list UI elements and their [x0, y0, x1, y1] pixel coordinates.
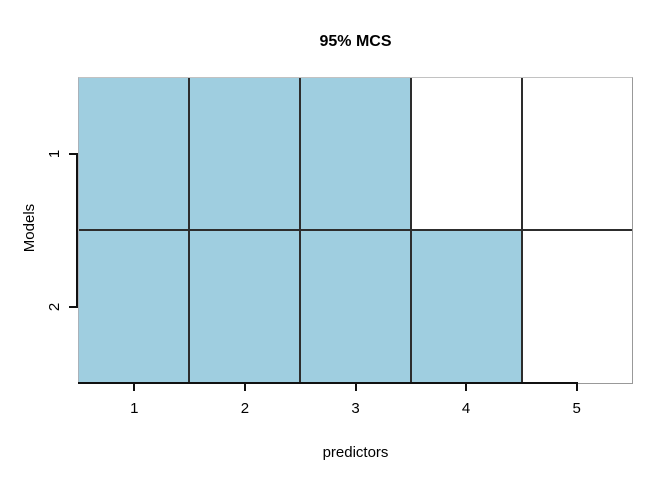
y-tick-mark-1 [69, 153, 77, 156]
mcs-cell-model2-predictor1 [79, 230, 190, 383]
x-tick-label-3: 3 [351, 400, 360, 417]
chart-title: 95% MCS [319, 33, 392, 50]
mcs-cell-model1-predictor2 [190, 78, 301, 229]
x-tick-mark-1 [133, 384, 136, 391]
y-tick-label-1: 1 [46, 150, 63, 159]
mcs-cell-model2-predictor4 [412, 230, 523, 383]
x-tick-mark-2 [243, 384, 246, 391]
x-tick-label-2: 2 [240, 400, 250, 417]
x-axis-label: predictors [322, 444, 389, 461]
model-row-2 [79, 230, 632, 383]
x-tick-label-5: 5 [572, 400, 581, 417]
x-tick-mark-4 [465, 384, 468, 391]
y-axis-label: Models [21, 203, 38, 253]
mcs-cell-model1-predictor1 [79, 78, 190, 229]
x-tick-mark-5 [575, 384, 578, 391]
x-tick-mark-3 [354, 384, 357, 391]
model-row-1 [79, 78, 632, 231]
y-axis-line [76, 153, 78, 308]
x-axis-line [78, 382, 578, 384]
mcs-cell-model1-predictor5 [523, 78, 632, 229]
mcs-cell-model1-predictor3 [301, 78, 412, 229]
x-tick-label-1: 1 [130, 400, 139, 417]
plot-area [78, 77, 633, 384]
y-tick-label-2: 2 [46, 302, 63, 311]
x-tick-label-4: 4 [461, 400, 471, 417]
mcs-cell-model1-predictor4 [412, 78, 523, 229]
mcs-cell-model2-predictor2 [190, 230, 301, 383]
mcs-cell-model2-predictor5 [523, 230, 632, 383]
y-tick-mark-2 [69, 305, 77, 308]
mcs-cell-model2-predictor3 [301, 230, 412, 383]
